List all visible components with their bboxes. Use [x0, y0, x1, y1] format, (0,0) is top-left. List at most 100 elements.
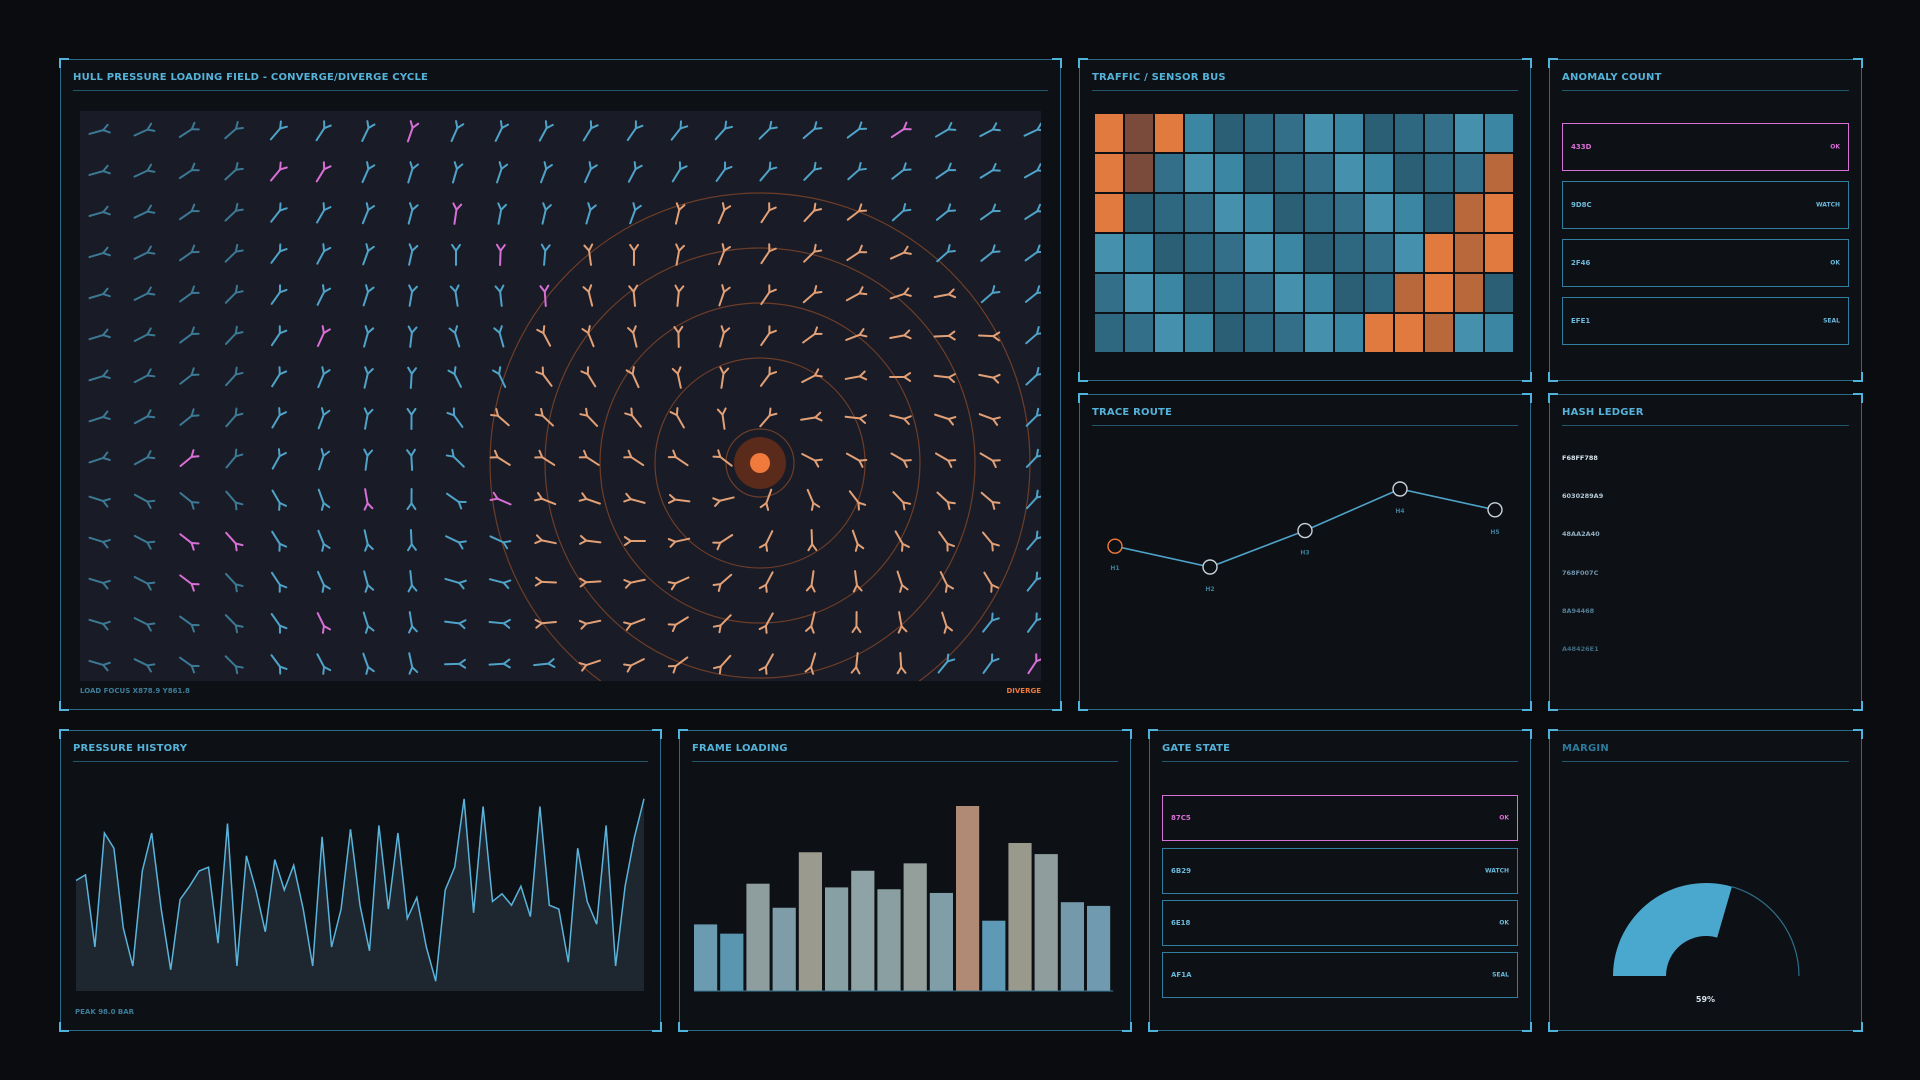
gate-state-title: GATE STATE — [1162, 743, 1231, 754]
vector-glyph — [179, 574, 200, 592]
vector-glyph — [1024, 285, 1041, 303]
vector-glyph — [88, 287, 111, 300]
ledger-entry[interactable]: 6030289A9 — [1562, 492, 1604, 500]
hash-ledger-panel: HASH LEDGER F68FF788 6030289A9 48AA2A40 … — [1548, 393, 1863, 711]
vector-glyph — [224, 284, 244, 304]
vector-glyph — [667, 449, 689, 467]
heatmap-cell — [1155, 234, 1183, 272]
vector-glyph — [406, 448, 416, 471]
vector-glyph — [801, 368, 823, 384]
vector-glyph — [803, 202, 823, 223]
vector-glyph — [941, 611, 954, 634]
vector-glyph — [490, 408, 510, 427]
pressure-history-chart[interactable] — [74, 791, 649, 991]
vector-glyph — [447, 366, 462, 388]
vector-glyph — [759, 488, 773, 511]
anomaly-code: 2F46 — [1571, 259, 1591, 267]
vector-glyph — [585, 202, 597, 225]
vector-glyph — [802, 326, 823, 344]
ledger-entry[interactable]: 768F007C — [1562, 569, 1599, 577]
vector-glyph — [178, 162, 200, 180]
vector-glyph — [179, 449, 200, 467]
vector-glyph — [179, 408, 200, 426]
sensor-bus-heatmap[interactable] — [1095, 114, 1515, 354]
vector-glyph — [225, 407, 244, 428]
trace-route-chart[interactable]: H1 H2 H3 H4 H5 — [1080, 445, 1532, 695]
heatmap-cell — [1275, 154, 1303, 192]
gate-code: AF1A — [1171, 971, 1192, 979]
heatmap-cell — [1365, 314, 1393, 352]
load-focus-readout: LOAD FOCUS X878.9 Y861.8 — [80, 687, 190, 695]
vector-glyph — [1026, 612, 1041, 633]
ledger-entry[interactable]: 8A94468 — [1562, 607, 1595, 615]
heatmap-cell — [1245, 114, 1273, 152]
margin-gauge[interactable] — [1550, 851, 1863, 1011]
gate-code: 87C5 — [1171, 814, 1191, 822]
vector-glyph — [979, 122, 1001, 138]
vector-glyph — [981, 531, 1000, 552]
vector-glyph — [580, 366, 597, 388]
anomaly-status: SEAL — [1823, 317, 1840, 325]
vector-glyph — [983, 571, 1000, 593]
vector-glyph — [271, 489, 287, 511]
anomaly-item[interactable]: 2F46 OK — [1562, 239, 1849, 287]
vector-glyph — [270, 161, 288, 182]
gate-item[interactable]: 6B29 WATCH — [1162, 848, 1518, 894]
vector-glyph — [807, 529, 818, 552]
frame-bar — [825, 887, 849, 991]
anomaly-code: 9D8C — [1571, 201, 1592, 209]
vector-glyph — [936, 491, 956, 511]
vector-glyph — [800, 411, 823, 422]
vector-glyph — [1025, 448, 1041, 468]
vector-glyph — [316, 653, 332, 675]
vector-glyph — [623, 492, 646, 504]
heatmap-cell — [1455, 194, 1483, 232]
vector-glyph — [534, 449, 556, 466]
vector-glyph — [448, 325, 461, 348]
gate-item[interactable]: AF1A SEAL — [1162, 952, 1518, 998]
heatmap-cell — [1485, 154, 1513, 192]
ledger-entry[interactable]: F68FF788 — [1562, 454, 1598, 462]
vector-glyph — [407, 325, 418, 348]
vector-glyph — [846, 121, 868, 139]
vector-glyph — [406, 120, 420, 143]
frame-bar — [772, 907, 796, 991]
vector-glyph — [179, 615, 200, 633]
traffic-panel: TRAFFIC / SENSOR BUS — [1078, 58, 1532, 382]
ledger-entry[interactable]: 48AA2A40 — [1562, 530, 1600, 538]
vector-glyph — [271, 366, 288, 388]
ledger-entry[interactable]: A48426E1 — [1562, 645, 1599, 653]
vector-glyph — [717, 202, 732, 225]
anomaly-item[interactable]: 433D OK — [1562, 123, 1849, 171]
heatmap-cell — [1305, 234, 1333, 272]
anomaly-item[interactable]: EFE1 SEAL — [1562, 297, 1849, 345]
vector-glyph — [363, 407, 374, 430]
vector-glyph — [407, 570, 418, 593]
heatmap-cell — [1395, 114, 1423, 152]
vector-glyph — [270, 284, 288, 305]
anomaly-item[interactable]: 9D8C WATCH — [1562, 181, 1849, 229]
vector-glyph — [363, 448, 374, 471]
vector-glyph — [88, 246, 111, 259]
vector-glyph — [362, 284, 375, 307]
vector-glyph — [715, 161, 733, 182]
heatmap-cell — [1395, 234, 1423, 272]
vector-glyph — [317, 366, 331, 389]
vector-glyph — [1024, 203, 1041, 220]
vector-glyph — [317, 488, 331, 511]
vector-glyph — [935, 203, 957, 221]
heatmap-cell — [1125, 154, 1153, 192]
vector-glyph — [316, 325, 331, 348]
gate-item[interactable]: 87C5 OK — [1162, 795, 1518, 841]
frame-loading-chart[interactable] — [694, 801, 1124, 1001]
vector-glyph — [848, 490, 867, 511]
gate-status: OK — [1499, 919, 1509, 927]
gate-item[interactable]: 6E18 OK — [1162, 900, 1518, 946]
trace-hop-point — [1392, 481, 1408, 497]
heatmap-cell — [1365, 234, 1393, 272]
pressure-vector-field[interactable] — [80, 111, 1041, 681]
vector-glyph — [406, 407, 417, 430]
vector-glyph — [896, 570, 909, 593]
vector-glyph — [363, 366, 374, 389]
vector-glyph — [759, 407, 778, 428]
